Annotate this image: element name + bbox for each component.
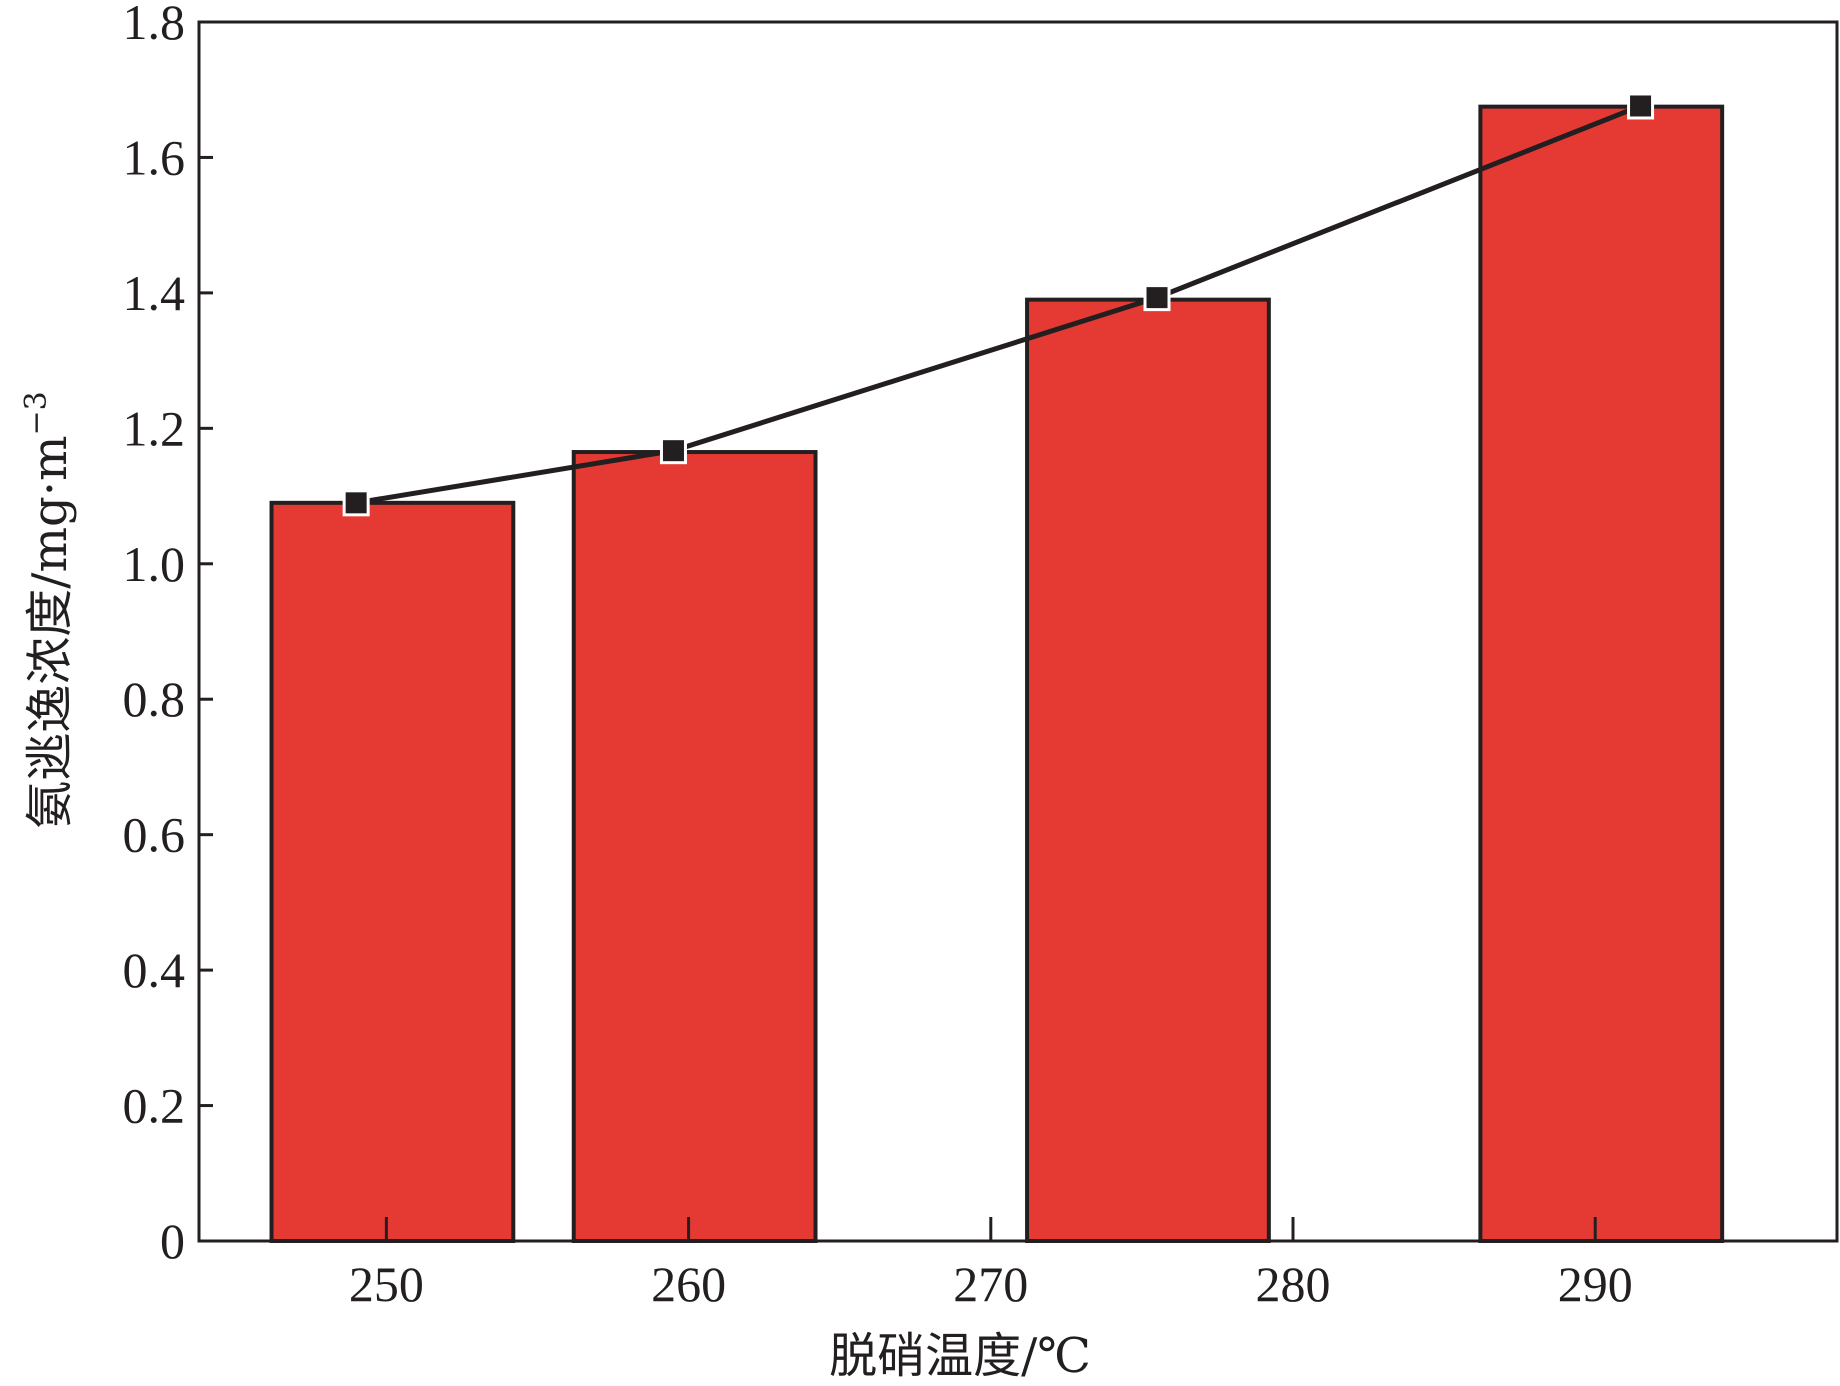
x-tick-label-0: 250 [349,1256,424,1312]
y-tick-label-7: 1.4 [123,265,186,321]
bar-2 [571,450,818,1243]
y-tick-label-6: 1.2 [123,400,186,456]
series-marker-1 [342,489,370,517]
y-tick-label-4: 0.8 [123,671,186,727]
plot-frame [197,20,1839,1243]
y-tick-label-2: 0.4 [123,942,186,998]
bars-layer [269,104,1725,1244]
y-axis-title-text: 氨逃逸浓度/mg·m [22,436,78,829]
series-marker-2 [659,437,687,465]
series-line [355,103,1642,506]
axes-layer [197,20,1839,1243]
bar-1 [269,500,516,1244]
y-tick-label-9: 1.8 [123,0,186,50]
bar-4 [1478,104,1725,1243]
y-axis-title-group: 氨逃逸浓度/mg·m−3 [19,391,78,828]
x-tick-label-2: 270 [953,1256,1028,1312]
series-marker-3 [1143,284,1171,312]
labels-layer: 0 0.2 0.4 0.6 0.8 1.0 1.2 1.4 1.6 1.8 250 260 270 280… [123,0,1633,1312]
y-axis-title: 氨逃逸浓度/mg·m−3 [19,391,78,828]
y-axis-title-superscript: −3 [19,391,54,435]
y-tick-label-1: 0.2 [123,1078,186,1134]
y-tick-label-5: 1.0 [123,536,186,592]
line-layer [342,92,1655,517]
x-tick-label-1: 260 [651,1256,726,1312]
y-tick-label-0: 0 [160,1213,185,1269]
y-tick-label-3: 0.6 [123,807,186,863]
y-tick-label-8: 1.6 [123,129,186,185]
x-axis-title: 脱硝温度/℃ [829,1328,1091,1384]
series-marker-4 [1627,92,1655,120]
x-tick-label-3: 280 [1256,1256,1331,1312]
bar-3 [1025,297,1271,1243]
x-tick-label-4: 290 [1558,1256,1633,1312]
